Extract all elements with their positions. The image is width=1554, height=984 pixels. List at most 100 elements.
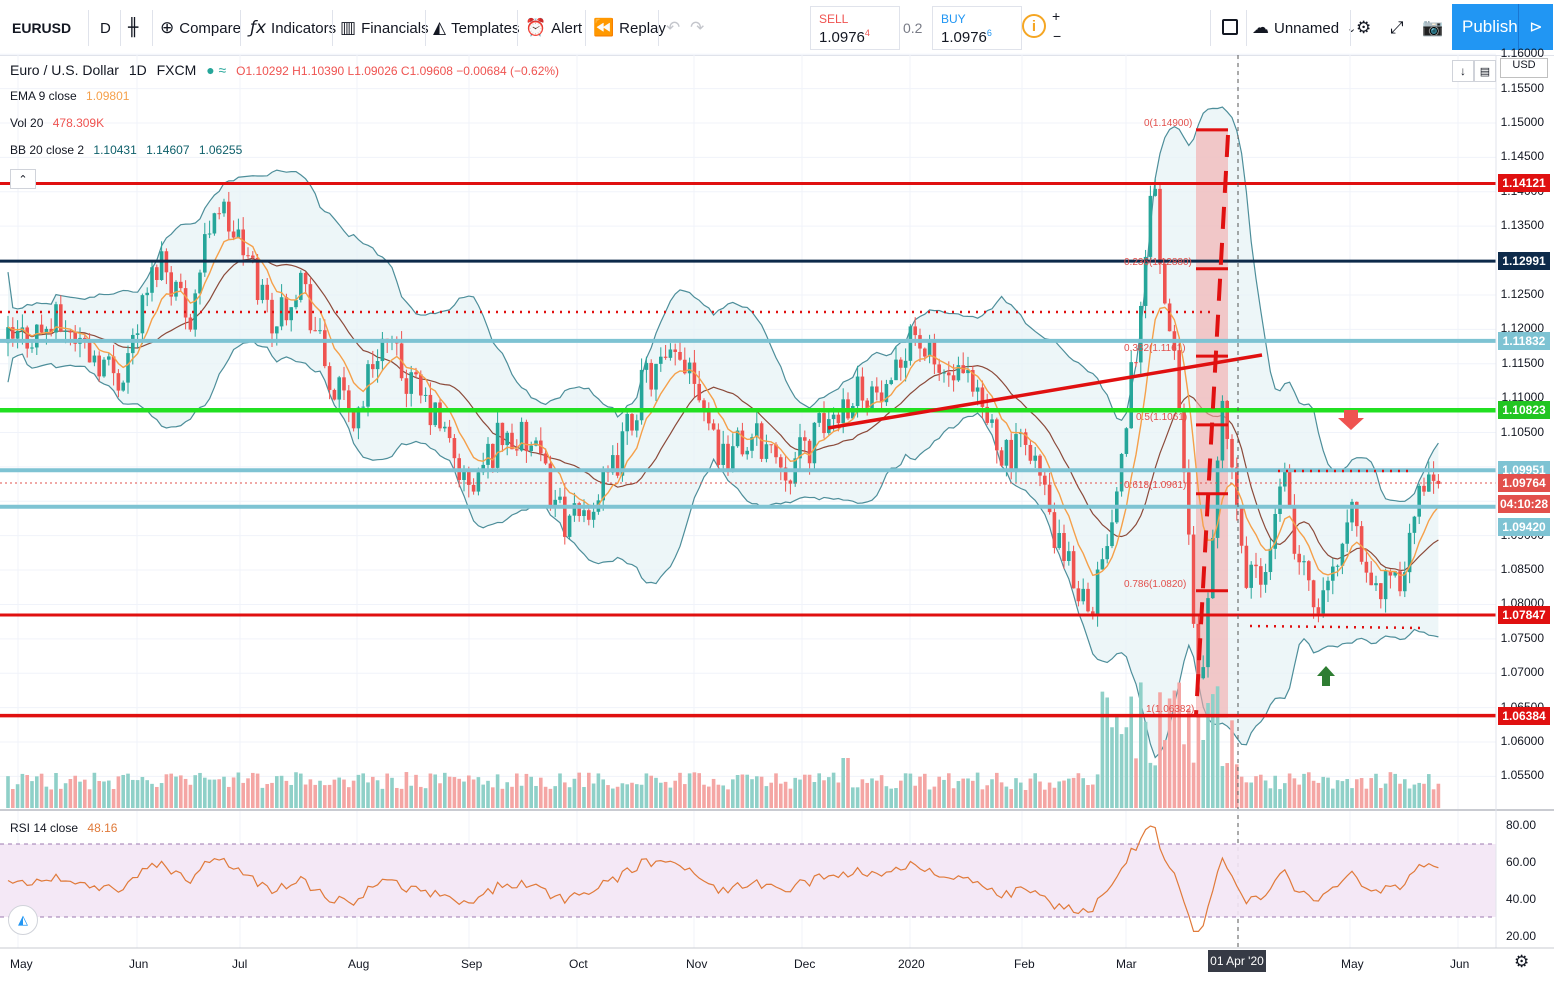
- candle-body: [1287, 468, 1292, 506]
- candle-body: [1062, 532, 1066, 561]
- volume-bar: [1335, 780, 1340, 808]
- indicators-button[interactable]: ƒx Indicators: [250, 8, 336, 48]
- candle-body: [1047, 484, 1052, 513]
- volume-bar: [1369, 778, 1373, 808]
- chart-type-button[interactable]: ╫: [128, 8, 143, 48]
- publish-button[interactable]: Publish ⊳: [1452, 4, 1553, 50]
- volume-bar: [361, 773, 365, 808]
- volume-bar: [1388, 772, 1393, 808]
- candle-body: [884, 384, 889, 403]
- candle-body: [337, 377, 341, 400]
- candle-body: [649, 362, 653, 390]
- volume-bar: [1321, 776, 1325, 808]
- replay-button[interactable]: ⏪ Replay: [593, 8, 666, 48]
- sell-button[interactable]: SELL 1.09764: [810, 6, 900, 50]
- candle-body: [49, 328, 53, 333]
- volume-bar: [846, 758, 850, 808]
- candle-body: [721, 443, 725, 465]
- volume-bar: [601, 779, 605, 808]
- scroll-down-button[interactable]: ↓: [1452, 60, 1474, 82]
- volume-bar: [443, 772, 447, 808]
- candle-body: [740, 430, 745, 455]
- candle-body: [563, 496, 567, 537]
- volume-bar: [385, 773, 389, 808]
- candle-body: [1033, 455, 1037, 461]
- alert-button[interactable]: ⏰ Alert: [525, 8, 582, 48]
- candle-body: [1014, 434, 1018, 470]
- volume-bar: [395, 787, 399, 808]
- volume-bar: [702, 784, 706, 808]
- volume-bar: [1105, 697, 1109, 808]
- plus-icon[interactable]: +: [1052, 8, 1061, 24]
- candle-body: [318, 330, 322, 332]
- fx-icon: ƒx: [250, 18, 267, 38]
- candle-body: [687, 362, 692, 374]
- volume-bar: [188, 784, 193, 808]
- alarm-clock-icon: ⏰: [525, 18, 547, 38]
- candle-body: [1369, 572, 1373, 586]
- gear-icon[interactable]: ⚙: [1514, 952, 1530, 971]
- snapshot-button[interactable]: 📷: [1422, 8, 1448, 48]
- candle-body: [1071, 551, 1076, 589]
- compare-button[interactable]: ⊕ Compare: [160, 8, 241, 48]
- volume-bar: [1119, 734, 1124, 808]
- minus-icon[interactable]: −: [1053, 28, 1062, 44]
- candle-body: [673, 349, 677, 352]
- fullscreen-button[interactable]: ⤢: [1390, 8, 1409, 48]
- templates-label: Templates: [451, 19, 520, 37]
- volume-bar: [951, 788, 956, 808]
- candle-body: [447, 426, 452, 439]
- candle-body: [870, 386, 874, 409]
- volume-bar: [884, 786, 889, 808]
- tradingview-logo-icon[interactable]: ◭: [8, 905, 38, 935]
- candle-body: [1187, 472, 1191, 535]
- interval-button[interactable]: D: [100, 8, 111, 48]
- volume-bar: [323, 785, 327, 808]
- candle-body: [1182, 408, 1186, 473]
- buy-button[interactable]: BUY 1.09766: [932, 6, 1022, 50]
- candle-body: [183, 288, 188, 318]
- candle-body: [975, 387, 980, 392]
- fullscreen-toggle-icon[interactable]: [1222, 19, 1238, 35]
- volume-bar: [548, 788, 553, 808]
- divider: [1210, 10, 1211, 46]
- candle-body: [313, 330, 317, 332]
- templates-button[interactable]: ◭ Templates: [433, 8, 519, 48]
- undo-button[interactable]: ↶: [666, 8, 685, 48]
- volume-bar: [971, 780, 975, 808]
- volume-bar: [927, 789, 932, 808]
- currency-label[interactable]: USD: [1500, 58, 1548, 78]
- candle-body: [1220, 400, 1225, 461]
- candle-body: [999, 450, 1004, 466]
- candle-body: [1316, 607, 1321, 614]
- price-tick: 1.13500: [1500, 218, 1544, 233]
- indicators-label: Indicators: [271, 19, 337, 37]
- price-tick: 1.12500: [1500, 286, 1544, 301]
- candle-body: [73, 332, 77, 344]
- volume-bar: [409, 785, 413, 808]
- volume-bar: [198, 772, 202, 808]
- symbol-search[interactable]: EURUSD: [12, 8, 71, 48]
- volume-bar: [351, 780, 356, 808]
- volume-bar: [371, 776, 375, 808]
- candle-body: [63, 330, 68, 332]
- info-icon[interactable]: i: [1022, 14, 1046, 38]
- divider: [1350, 10, 1351, 46]
- volume-bar: [759, 776, 764, 808]
- interval-label: D: [100, 19, 111, 37]
- volume-bar: [625, 784, 629, 808]
- collapse-legend-button[interactable]: ⌃: [10, 169, 36, 189]
- volume-bar: [380, 788, 385, 808]
- save-button[interactable]: ▤: [1474, 60, 1496, 82]
- candle-body: [1374, 583, 1378, 586]
- candle-body: [1038, 455, 1042, 476]
- redo-button[interactable]: ↷: [690, 8, 709, 48]
- fib-label: 1(1.06382): [1146, 704, 1194, 715]
- layout-name-button[interactable]: ☁ Unnamed ⌄: [1252, 8, 1356, 48]
- candle-body: [342, 377, 346, 391]
- ema-label: EMA 9 close: [10, 89, 77, 103]
- volume-bar: [1379, 787, 1383, 808]
- settings-button[interactable]: ⚙: [1356, 8, 1376, 48]
- financials-button[interactable]: ▥ Financials: [340, 8, 429, 48]
